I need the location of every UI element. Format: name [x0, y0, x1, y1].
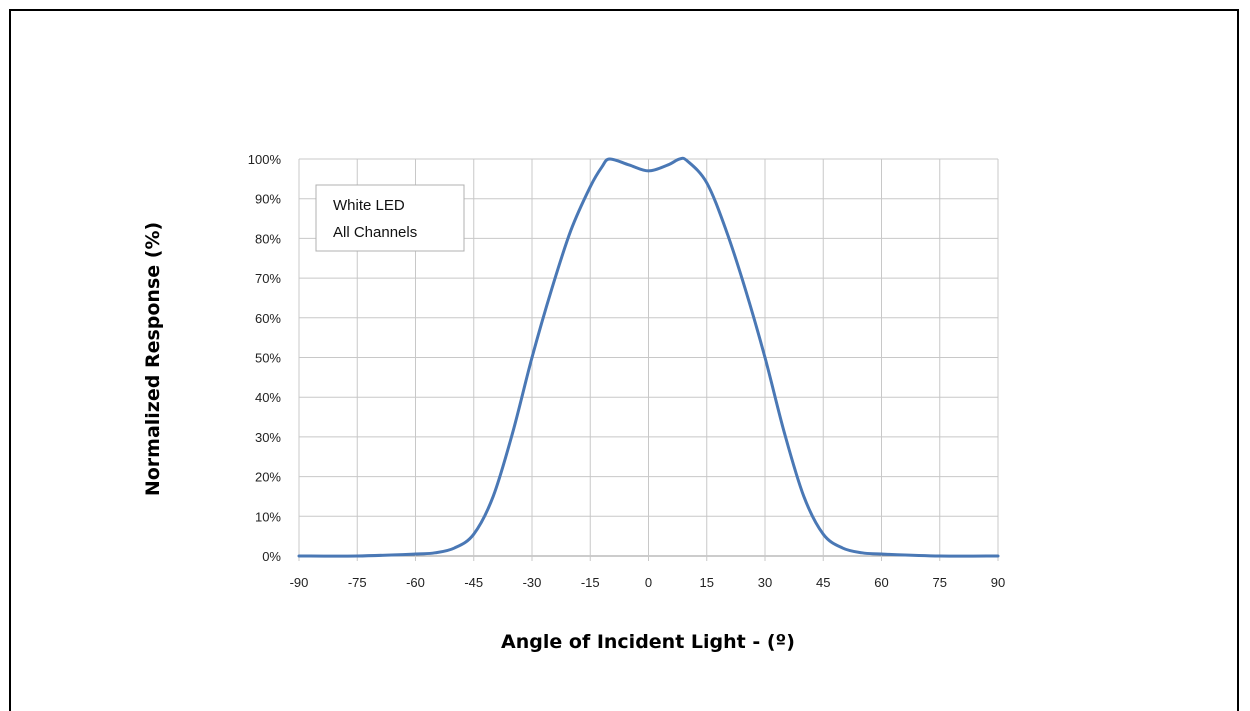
y-tick-labels: 0% 10% 20% 30% 40% 50% 60% 70% 80% 90% 100% — [248, 152, 282, 564]
y-tick-label: 80% — [255, 231, 281, 246]
x-axis-title: Angle of Incident Light - (º) — [501, 631, 795, 653]
x-tick-label: 75 — [933, 575, 947, 590]
series-line — [297, 156, 1000, 558]
x-tick-label: 15 — [700, 575, 714, 590]
y-tick-label: 40% — [255, 390, 281, 405]
x-tick-label: 90 — [991, 575, 1005, 590]
y-axis-title: Normalized Response (%) — [142, 222, 164, 496]
x-tick-label: 0 — [645, 575, 652, 590]
y-tick-label: 70% — [255, 271, 281, 286]
x-tick-label: 60 — [874, 575, 888, 590]
y-tick-label: 20% — [255, 470, 281, 485]
y-tick-label: 60% — [255, 311, 281, 326]
grid-lines — [298, 158, 999, 561]
x-tick-label: -75 — [348, 575, 367, 590]
x-tick-label: -45 — [464, 575, 483, 590]
x-tick-label: 45 — [816, 575, 830, 590]
legend-line-1: White LED — [333, 197, 405, 214]
legend-line-2: All Channels — [333, 224, 417, 241]
y-tick-label: 0% — [262, 549, 281, 564]
legend-box: White LED All Channels — [315, 184, 465, 252]
y-tick-label: 100% — [248, 152, 282, 167]
x-tick-label: -30 — [523, 575, 542, 590]
chart-frame — [9, 9, 1239, 711]
y-tick-label: 10% — [255, 509, 281, 524]
x-tick-label: -60 — [406, 575, 425, 590]
x-tick-label: -90 — [290, 575, 309, 590]
y-tick-label: 50% — [255, 351, 281, 366]
x-tick-label: 30 — [758, 575, 772, 590]
y-tick-label: 90% — [255, 192, 281, 207]
x-tick-labels: -90 -75 -60 -45 -30 -15 0 15 30 45 60 75 90 — [290, 575, 1006, 590]
y-tick-label: 30% — [255, 430, 281, 445]
x-tick-label: -15 — [581, 575, 600, 590]
